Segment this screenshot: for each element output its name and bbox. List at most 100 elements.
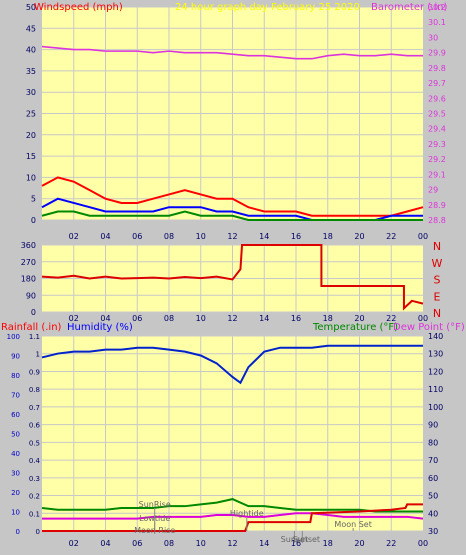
wind-time-tick-label: 02 bbox=[69, 232, 79, 241]
wind-barometer-series bbox=[41, 45, 424, 221]
temperature-tick-label: 60 bbox=[428, 474, 438, 483]
direction-time-tick-label: 12 bbox=[227, 314, 237, 323]
temp-time-tick-label: 22 bbox=[386, 539, 396, 548]
windspeed-tick-label: 25 bbox=[26, 110, 36, 119]
wind-direction-line bbox=[41, 244, 424, 311]
direction-tick-label: 0 bbox=[31, 308, 36, 317]
humidity-axis-label: Humidity (%) bbox=[67, 322, 133, 333]
temp-time-tick-label: 12 bbox=[227, 539, 237, 548]
barometer-tick-label: 29 bbox=[428, 186, 438, 195]
windspeed-axis-label: Windspeed (mph) bbox=[34, 2, 123, 13]
barometer-axis-label: Barometer (.in) bbox=[371, 2, 447, 13]
temperature-tick-label: 90 bbox=[428, 421, 438, 430]
rainfall-tick-label: 0.3 bbox=[29, 475, 40, 483]
direction-time-tick-label: 06 bbox=[132, 314, 142, 323]
barometer-tick-label: 29.6 bbox=[428, 94, 446, 103]
humidity-line bbox=[41, 344, 423, 385]
barometer-tick-label: 28.8 bbox=[428, 216, 446, 225]
temperature-line bbox=[41, 498, 423, 513]
temperature-tick-label: 140 bbox=[428, 332, 443, 341]
temp-time-tick-label: 14 bbox=[259, 539, 269, 548]
wind-barometer-grid bbox=[42, 6, 423, 221]
windspeed-tick-label: 20 bbox=[26, 131, 36, 140]
annotation-label: Hightide bbox=[230, 509, 264, 518]
windspeed-tick-label: 30 bbox=[26, 88, 36, 97]
direction-time-tick-label: 22 bbox=[386, 314, 396, 323]
wind-time-tick-label: 16 bbox=[291, 232, 301, 241]
wind-time-tick-label: 08 bbox=[164, 232, 174, 241]
temperature-tick-label: 110 bbox=[428, 385, 443, 394]
annotation-label: Sunset bbox=[281, 535, 308, 544]
humidity-tick-label: 100 bbox=[7, 333, 20, 341]
barometer-tick-label: 30.2 bbox=[428, 3, 446, 12]
wind-time-tick-label: 06 bbox=[132, 232, 142, 241]
temperature-tick-label: 50 bbox=[428, 492, 438, 501]
barometer-tick-label: 30.1 bbox=[428, 18, 446, 27]
humidity-tick-label: 10 bbox=[11, 509, 20, 517]
temperature-tick-label: 40 bbox=[428, 509, 438, 518]
direction-tick-label: 90 bbox=[26, 291, 36, 300]
barometer-tick-label: 30 bbox=[428, 33, 438, 42]
rainfall-axis-label: Rainfall (.in) bbox=[1, 322, 62, 333]
barometer-axis-ticks: 28.8 28.9 29 29.1 29.2 29.3 29.4 29.5 29.6 29.7 29… bbox=[428, 3, 446, 225]
direction-time-axis-ticks: 02 04 06 08 10 12 14 16 18 20 22 00 bbox=[69, 314, 428, 323]
windspeed-tick-label: 40 bbox=[26, 46, 36, 55]
windspeed-tick-label: 45 bbox=[26, 24, 36, 33]
wind-time-tick-label: 00 bbox=[418, 232, 428, 241]
windspeed-tick-label: 5 bbox=[31, 195, 36, 204]
direction-time-tick-label: 08 bbox=[164, 314, 174, 323]
wind-direction-grid bbox=[42, 244, 423, 313]
rainfall-tick-label: 1 bbox=[36, 351, 40, 359]
direction-time-tick-label: 00 bbox=[418, 314, 428, 323]
temp-time-tick-label: 06 bbox=[132, 539, 142, 548]
temp-time-tick-label: 00 bbox=[418, 539, 428, 548]
humidity-axis-ticks: 0 10 20 30 40 50 60 70 80 90 100 bbox=[7, 333, 20, 536]
barometer-tick-label: 29.5 bbox=[428, 110, 446, 119]
wind-time-tick-label: 20 bbox=[354, 232, 364, 241]
wind-direction-series bbox=[41, 244, 424, 311]
barometer-tick-label: 29.7 bbox=[428, 79, 446, 88]
temperature-tick-label: 30 bbox=[428, 527, 438, 536]
direction-tick-label: 180 bbox=[21, 275, 36, 284]
temperature-tick-label: 80 bbox=[428, 438, 438, 447]
rainfall-tick-label: 0.8 bbox=[29, 386, 40, 394]
direction-time-tick-label: 16 bbox=[291, 314, 301, 323]
temp-time-tick-label: 16 bbox=[291, 539, 301, 548]
average-line bbox=[41, 210, 423, 221]
rainfall-tick-label: 0.2 bbox=[29, 493, 40, 501]
astro-tide-annotations: SunRise Lowtide Moon Rise Hightide Sunset Moo… bbox=[134, 500, 372, 544]
compass-label: N bbox=[433, 240, 441, 253]
temperature-tick-label: 100 bbox=[428, 403, 443, 412]
temp-time-tick-label: 08 bbox=[164, 539, 174, 548]
direction-tick-label: 360 bbox=[21, 241, 36, 250]
windspeed-tick-label: 15 bbox=[26, 152, 36, 161]
rainfall-tick-label: 1.1 bbox=[29, 333, 40, 341]
temp-time-tick-label: 18 bbox=[323, 539, 333, 548]
humidity-tick-label: 70 bbox=[11, 392, 20, 400]
wind-time-tick-label: 18 bbox=[323, 232, 333, 241]
humidity-tick-label: 40 bbox=[11, 450, 20, 458]
windspeed-tick-label: 0 bbox=[31, 216, 36, 225]
compass-label: W bbox=[432, 257, 443, 270]
temperature-tick-label: 70 bbox=[428, 456, 438, 465]
temperature-tick-label: 130 bbox=[428, 350, 443, 359]
direction-time-tick-label: 02 bbox=[69, 314, 79, 323]
direction-time-tick-label: 10 bbox=[196, 314, 206, 323]
windspeed-tick-label: 50 bbox=[26, 3, 36, 12]
temp-time-tick-label: 10 bbox=[196, 539, 206, 548]
rainfall-tick-label: 0.5 bbox=[29, 439, 40, 447]
rainfall-tick-label: 0.9 bbox=[29, 368, 40, 376]
annotation-label: Sunset bbox=[293, 535, 320, 544]
temp-time-tick-label: 04 bbox=[100, 539, 110, 548]
windspeed-tick-label: 10 bbox=[26, 173, 36, 182]
wind-time-tick-label: 14 bbox=[259, 232, 269, 241]
barometer-line bbox=[41, 45, 423, 60]
wind-direction-axis-ticks: 0 90 180 270 360 bbox=[21, 241, 36, 317]
annotation-label: Lowtide bbox=[139, 514, 170, 523]
temp-time-tick-label: 20 bbox=[354, 539, 364, 548]
barometer-tick-label: 28.9 bbox=[428, 201, 446, 210]
barometer-tick-label: 29.4 bbox=[428, 125, 446, 134]
